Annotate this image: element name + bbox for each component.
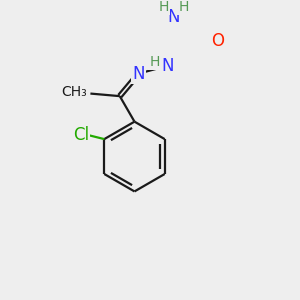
Text: Cl: Cl	[73, 126, 89, 144]
Text: N: N	[132, 64, 145, 82]
Text: H: H	[158, 0, 169, 14]
Text: O: O	[211, 32, 224, 50]
Text: H: H	[178, 0, 189, 14]
Text: CH₃: CH₃	[61, 85, 86, 99]
Text: N: N	[167, 8, 180, 26]
Text: N: N	[161, 57, 173, 75]
Text: H: H	[150, 55, 160, 69]
